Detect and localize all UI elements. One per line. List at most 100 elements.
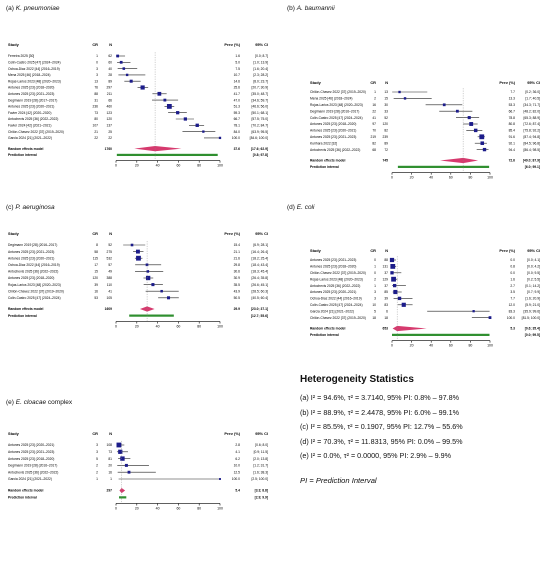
study-n: 18 xyxy=(384,316,388,320)
study-prev: 12.0 xyxy=(509,303,516,307)
forest-plot-a: Study CR N Prev (%) 95% CI Ferreira 2025 [30]… xyxy=(8,42,269,167)
study-n: 52 xyxy=(108,243,112,247)
study-ci-text: [50.1; 68.1] xyxy=(252,111,269,115)
random-ci: [3.3; 8.8] xyxy=(255,489,268,493)
study-n: 110 xyxy=(107,283,112,287)
study-label: Degimann 2019 [28] (2016–2017) xyxy=(8,464,57,468)
study-square xyxy=(160,289,163,293)
study-cr: 1 xyxy=(96,477,98,481)
panel-a-prefix: (a) xyxy=(6,5,16,12)
heterogeneity-title: Heterogeneity Statistics xyxy=(300,374,414,385)
study-ci-text: [8.0; 23.7] xyxy=(253,79,268,83)
study-prev: 47.0 xyxy=(234,98,241,102)
study-label: Chilón-Chavez 2022 [37] (2019–2020) xyxy=(8,130,64,134)
study-n: 60 xyxy=(108,60,112,64)
study-n: 88 xyxy=(384,258,388,262)
study-n: 120 xyxy=(382,122,388,126)
study-label: Antunes 2025 [23] (2021–2023) xyxy=(310,135,356,139)
header-prev: Prev (%) xyxy=(499,248,515,253)
header-ci: 95% CI xyxy=(255,231,268,236)
x-axis-tick-label: 0 xyxy=(115,324,117,328)
study-ci-text: [0.0; 8.7] xyxy=(255,54,268,58)
panel-d-organism: E. coli xyxy=(296,204,315,211)
study-square xyxy=(403,97,407,100)
study-cr: 5 xyxy=(96,457,98,461)
study-n: 532 xyxy=(106,256,112,260)
heterogeneity-line-a: (a) I² = 94.6%, τ² = 3.7140, 95% PI: 0.8… xyxy=(300,393,460,402)
study-label: Antunes 2025 [23] (2018–2020) xyxy=(8,276,54,280)
pred-bar xyxy=(116,153,218,157)
study-cr: 0 xyxy=(96,60,98,64)
panel-e-prefix: (e) xyxy=(6,399,16,406)
study-label: Degimann 2019 [28] (2017–2017) xyxy=(8,98,57,102)
study-label: Rojas-Larios 2023 [48] (2020–2023) xyxy=(8,79,61,83)
x-axis-tick-label: 100 xyxy=(217,163,223,167)
study-label: Favier 2024 [42] (2020–2020) xyxy=(8,111,51,115)
random-diamond xyxy=(119,487,126,494)
study-ci-text: [2.0; 13.8] xyxy=(253,457,268,461)
study-label: Ochoa-Diaz 2022 [44] (2016–2019) xyxy=(8,67,60,71)
random-prev: 5.4 xyxy=(235,489,240,493)
panel-c-organism: P. aeruginosa xyxy=(15,204,55,211)
study-prev: 12.5 xyxy=(234,470,241,474)
header-study: Study xyxy=(8,231,20,236)
study-cr: 17 xyxy=(94,263,98,267)
header-prev: Prev (%) xyxy=(224,42,240,47)
study-ci-text: [48.2; 82.0] xyxy=(524,109,541,113)
panel-b-organism: A. baumannii xyxy=(296,5,335,12)
study-n: 82 xyxy=(384,129,388,133)
pred-ci: [6.0; 99.1] xyxy=(525,165,540,169)
study-ci-text: [0.2; 5.5] xyxy=(527,277,540,281)
header-ci: 95% CI xyxy=(255,42,268,47)
study-n: 85 xyxy=(384,290,388,294)
x-axis-tick-label: 80 xyxy=(197,324,201,328)
study-prev: 29.8 xyxy=(234,263,241,267)
study-square xyxy=(151,283,155,287)
study-cr: 1 xyxy=(374,284,376,288)
pred-ci: [12.7; 55.6] xyxy=(251,314,268,318)
study-prev: 50.5 xyxy=(234,296,241,300)
pred-ci: [0.0; 99.5] xyxy=(525,333,540,337)
study-square xyxy=(122,67,126,70)
study-ci-text: [0.1; 14.2] xyxy=(525,284,540,288)
heterogeneity-line-b: (b) I² = 88.9%, τ² = 2.4478, 95% PI: 6.0… xyxy=(300,407,460,417)
study-square xyxy=(116,54,120,58)
study-prev: 0.8 xyxy=(510,265,515,269)
study-ci-text: [0.0; 4.1] xyxy=(527,258,540,262)
study-square xyxy=(167,296,171,300)
study-square xyxy=(442,103,446,107)
study-prev: 80.8 xyxy=(509,122,516,126)
random-label: Random effects model xyxy=(310,159,345,163)
study-prev: 7.7 xyxy=(510,90,515,94)
study-prev: 15.4 xyxy=(234,243,241,247)
study-cr: 58 xyxy=(94,250,98,254)
study-label: Chilón-Chavez 2022 [37] (2019–2020) xyxy=(310,271,366,275)
study-prev: 59.3 xyxy=(234,111,241,115)
study-cr: 15 xyxy=(94,270,98,274)
study-prev: 53.3 xyxy=(509,103,516,107)
study-prev: 21.6 xyxy=(234,256,241,260)
study-label: Mena 2025 [46] (2018–2024) xyxy=(8,73,51,77)
study-ci-text: [84.5; 96.8] xyxy=(524,141,541,145)
study-label: Degimann 2019 [28] (2016–2017) xyxy=(8,243,57,247)
random-n: 1609 xyxy=(105,307,113,311)
header-n: N xyxy=(385,248,388,253)
study-cr: 73 xyxy=(94,111,98,115)
study-prev: 13.3 xyxy=(509,97,516,101)
study-prev: 25.6 xyxy=(234,86,241,90)
panel-a-organism: K. pneumoniae xyxy=(15,5,60,12)
study-prev: 66.7 xyxy=(509,109,516,113)
study-ci-text: [57.5; 75.0] xyxy=(252,117,269,121)
study-square xyxy=(469,122,474,126)
study-cr: 10 xyxy=(372,303,376,307)
study-prev: 1.6 xyxy=(235,54,240,58)
study-n: 15 xyxy=(384,97,388,101)
study-prev: 51.3 xyxy=(234,105,241,109)
study-ci-text: [18.3; 45.4] xyxy=(252,270,269,274)
study-n: 137 xyxy=(106,123,112,127)
study-square xyxy=(401,302,406,307)
header-study: Study xyxy=(310,80,322,85)
study-label: Ferreira 2025 [30] xyxy=(8,54,34,58)
study-ci-text: [18.4; 43.4] xyxy=(252,263,269,267)
study-cr: 22 xyxy=(372,109,376,113)
